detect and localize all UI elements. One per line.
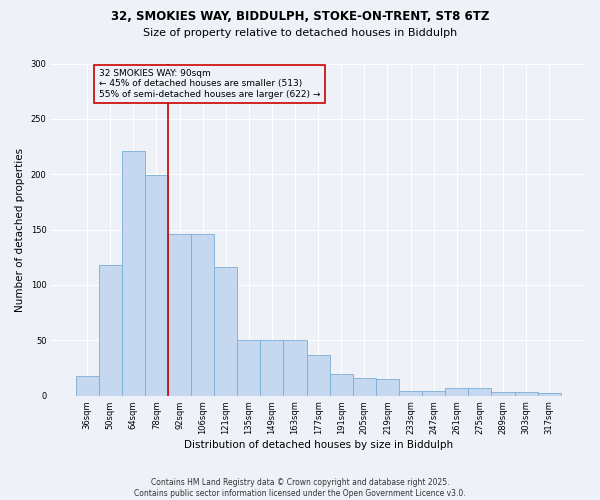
Bar xyxy=(399,392,422,396)
Text: Contains HM Land Registry data © Crown copyright and database right 2025.
Contai: Contains HM Land Registry data © Crown c… xyxy=(134,478,466,498)
X-axis label: Distribution of detached houses by size in Biddulph: Distribution of detached houses by size … xyxy=(184,440,453,450)
Bar xyxy=(76,376,98,396)
Bar xyxy=(445,388,469,396)
Bar xyxy=(168,234,191,396)
Text: Size of property relative to detached houses in Biddulph: Size of property relative to detached ho… xyxy=(143,28,457,38)
Bar xyxy=(145,176,168,396)
Bar xyxy=(538,394,561,396)
Bar xyxy=(329,374,353,396)
Y-axis label: Number of detached properties: Number of detached properties xyxy=(15,148,25,312)
Bar xyxy=(214,268,237,396)
Bar xyxy=(353,378,376,396)
Bar xyxy=(260,340,283,396)
Bar xyxy=(376,379,399,396)
Bar xyxy=(283,340,307,396)
Bar xyxy=(307,354,329,396)
Bar xyxy=(122,151,145,396)
Bar xyxy=(98,265,122,396)
Bar xyxy=(515,392,538,396)
Bar xyxy=(422,392,445,396)
Bar xyxy=(469,388,491,396)
Text: 32 SMOKIES WAY: 90sqm
← 45% of detached houses are smaller (513)
55% of semi-det: 32 SMOKIES WAY: 90sqm ← 45% of detached … xyxy=(98,69,320,99)
Text: 32, SMOKIES WAY, BIDDULPH, STOKE-ON-TRENT, ST8 6TZ: 32, SMOKIES WAY, BIDDULPH, STOKE-ON-TREN… xyxy=(111,10,489,23)
Bar xyxy=(191,234,214,396)
Bar xyxy=(237,340,260,396)
Bar xyxy=(491,392,515,396)
